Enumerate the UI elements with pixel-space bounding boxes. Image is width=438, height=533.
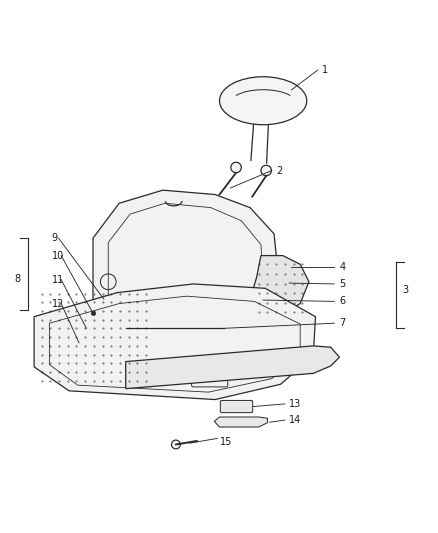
- Polygon shape: [250, 256, 308, 317]
- Text: 8: 8: [14, 274, 21, 284]
- Text: 5: 5: [339, 279, 345, 289]
- Polygon shape: [93, 190, 278, 356]
- Polygon shape: [125, 346, 339, 389]
- Text: 4: 4: [339, 262, 345, 271]
- Polygon shape: [34, 284, 315, 400]
- Text: 13: 13: [289, 399, 301, 409]
- Text: 12: 12: [51, 298, 64, 309]
- Text: 6: 6: [339, 296, 345, 306]
- Text: 9: 9: [51, 233, 57, 243]
- Polygon shape: [214, 417, 267, 427]
- FancyBboxPatch shape: [220, 400, 252, 413]
- Circle shape: [230, 162, 241, 173]
- Text: 7: 7: [339, 318, 345, 328]
- Text: 10: 10: [51, 251, 64, 261]
- Circle shape: [260, 165, 271, 176]
- Ellipse shape: [219, 77, 306, 125]
- Text: 11: 11: [51, 274, 64, 285]
- Text: 15: 15: [219, 437, 232, 447]
- Text: 1: 1: [321, 65, 327, 75]
- Text: 3: 3: [402, 286, 408, 295]
- Text: 14: 14: [289, 415, 301, 425]
- Text: 2: 2: [276, 166, 282, 175]
